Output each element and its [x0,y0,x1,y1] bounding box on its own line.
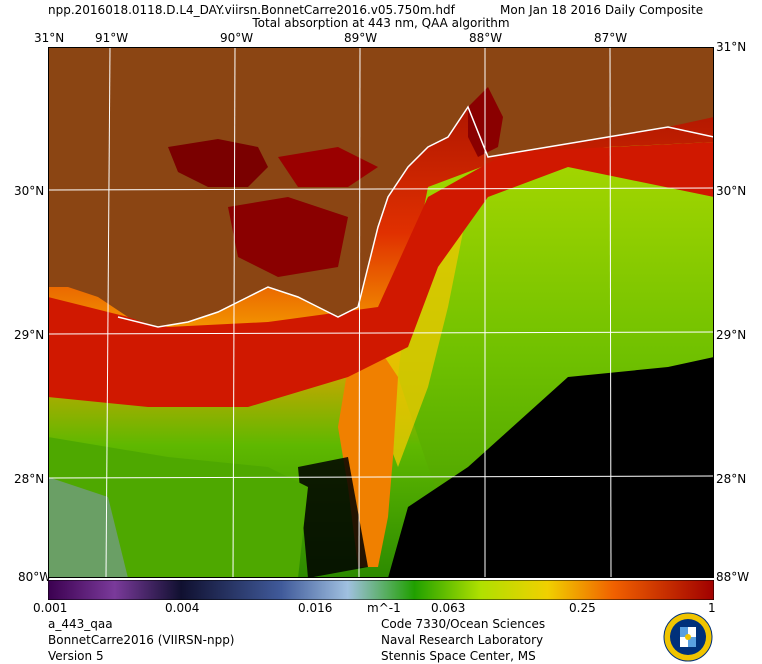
coastline [117,105,714,328]
deep-water-patch [298,457,368,578]
corner-label-top-left: 31°N [34,31,65,45]
lake-borgne [278,147,378,187]
land-louisiana-mississippi [48,47,714,327]
colorbar-tick-0063: 0.063 [431,601,466,615]
lon-label-89w: 89°W [344,31,378,45]
footer-left: a_443_qaa BonnetCarre2016 (VIIRSN-npp) V… [48,616,235,664]
footer-lab: Naval Research Laboratory [381,633,544,647]
lon-label-90w: 90°W [220,31,254,45]
title-file: npp.2016018.0118.D.L4_DAY.viirsn.BonnetC… [48,3,455,17]
footer-region: BonnetCarre2016 (VIIRSN-npp) [48,633,235,647]
footer-product: a_443_qaa [48,617,113,631]
lake-pontchartrain [168,139,268,187]
map-frame [48,47,714,578]
colorbar-tick-0016: 0.016 [298,601,333,615]
colorbar [48,580,714,600]
lon-label-91w: 91°W [95,31,129,45]
lat-lon-grid [48,47,714,578]
footer-right: Code 7330/Ocean Sciences Naval Research … [381,616,545,664]
colorbar-unit: m^-1 [367,601,401,615]
footer-version: Version 5 [48,649,104,663]
nrl-seal-logo [663,612,713,662]
coastal-red-band [48,142,714,407]
barataria-marsh [228,197,348,277]
corner-label-bottom-right: 88°W [716,570,750,584]
colorbar-tick-0004: 0.004 [165,601,200,615]
lat-label-30n-left: 30°N [14,184,45,198]
colorbar-tick-0001: 0.001 [33,601,68,615]
lat-label-28n-right: 28°N [716,472,747,486]
subtitle: Total absorption at 443 nm, QAA algorith… [252,16,510,30]
colorbar-tick-025: 0.25 [569,601,596,615]
corner-label-top-right: 31°N [716,40,747,54]
footer-code: Code 7330/Ocean Sciences [381,617,546,631]
lat-label-30n-right: 30°N [716,184,747,198]
deep-water-clear [388,357,714,578]
west-bluegray-patch [48,477,128,578]
footer-location: Stennis Space Center, MS [381,649,536,663]
lat-label-29n-right: 29°N [716,328,747,342]
lon-label-87w: 87°W [594,31,628,45]
lat-label-29n-left: 29°N [14,328,45,342]
title-date: Mon Jan 18 2016 Daily Composite [500,3,704,17]
lon-label-88w: 88°W [469,31,503,45]
colorbar-tick-1: 1 [708,601,716,615]
corner-label-bottom-left: 80°W [18,570,52,584]
absorption-map[interactable] [48,47,714,578]
lat-label-28n-left: 28°N [14,472,45,486]
plume-front [378,197,468,467]
